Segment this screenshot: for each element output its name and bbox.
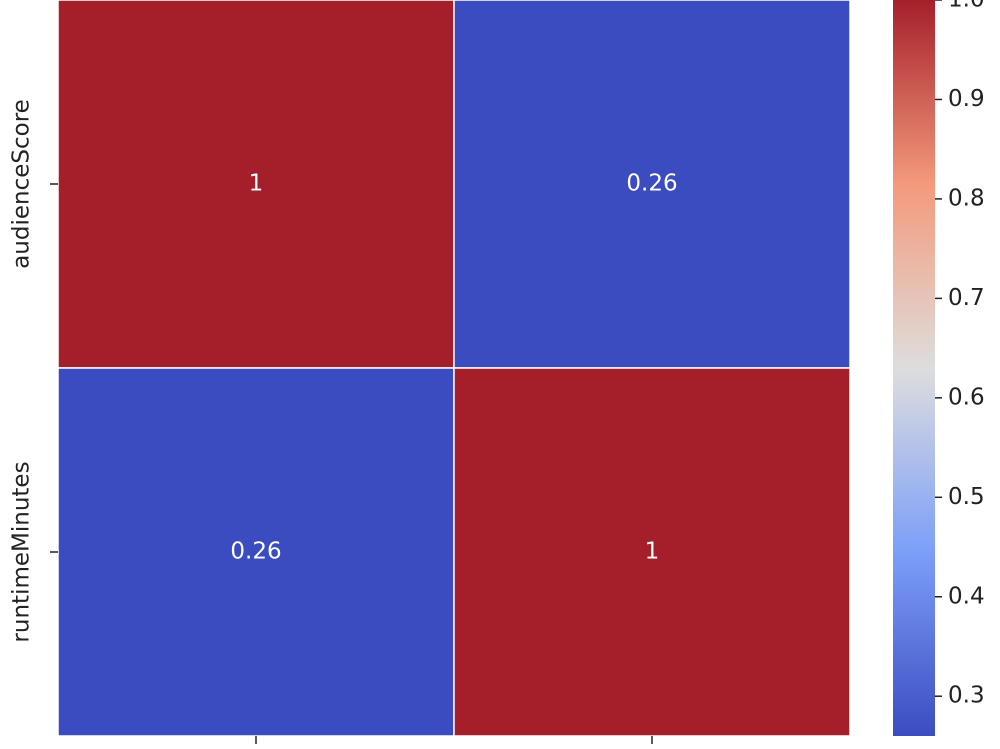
- colorbar-tick-label: 0.3: [948, 683, 985, 709]
- cell-label: 1: [249, 171, 264, 197]
- heatmap-cell: [453, 367, 851, 737]
- colorbar-tick-label: 0.9: [948, 86, 985, 112]
- cell-label: 1: [645, 539, 660, 565]
- y-tick-label: runtimeMinutes: [9, 461, 35, 642]
- heatmap-cell: [57, 0, 455, 369]
- cell-label: 0.26: [626, 171, 677, 197]
- cell-label: 0.26: [230, 539, 281, 565]
- colorbar-tick-label: 0.6: [948, 384, 985, 410]
- colorbar: [893, 0, 935, 736]
- colorbar-tick-label: 0.4: [948, 583, 985, 609]
- colorbar-tick-label: 1.0: [948, 0, 985, 13]
- colorbar-tick-label: 0.8: [948, 185, 985, 211]
- colorbar-tick-label: 0.7: [948, 285, 985, 311]
- y-tick-label: audienceScore: [9, 99, 35, 269]
- colorbar-tick-label: 0.5: [948, 484, 985, 510]
- heatmap-cell: [453, 0, 851, 369]
